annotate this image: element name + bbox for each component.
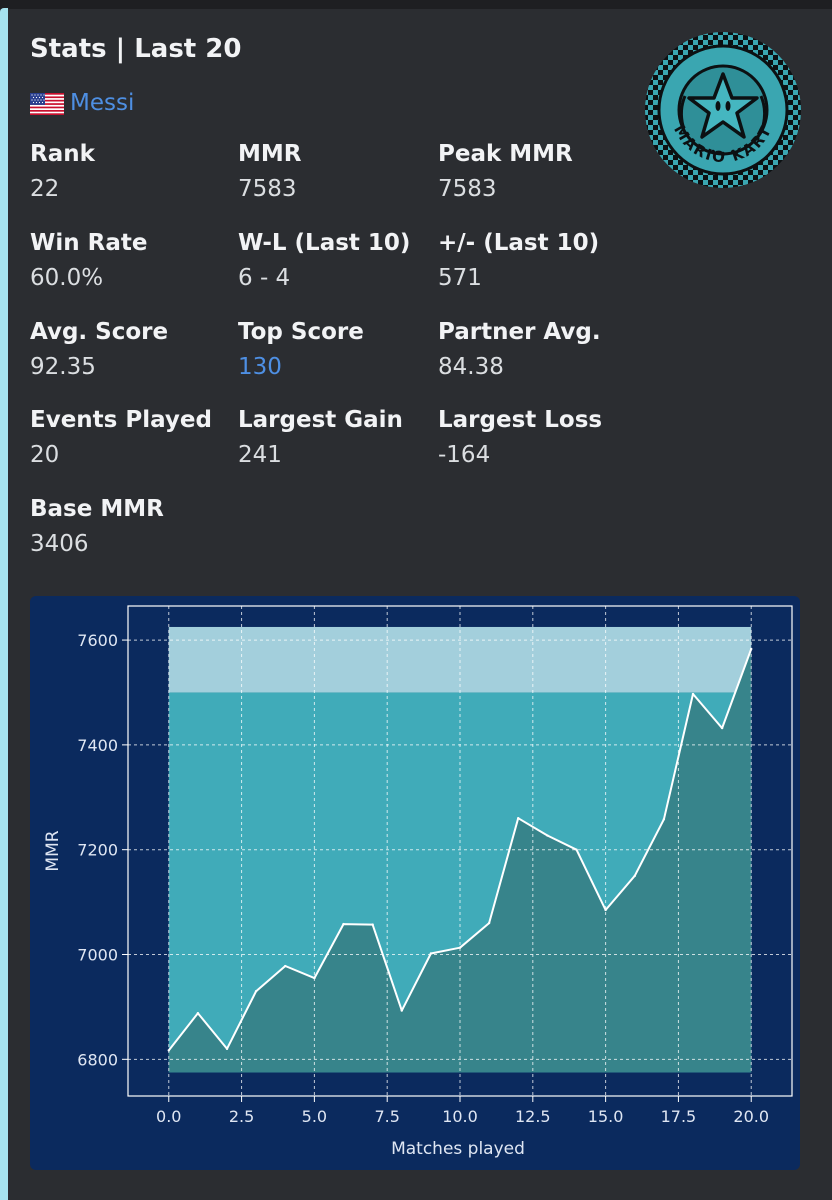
data-point-15 (604, 908, 607, 912)
x-tick-label: 10.0 (442, 1107, 478, 1126)
field-name: Largest Loss (438, 407, 603, 433)
data-point-10 (458, 946, 462, 949)
field-value: 22 (30, 176, 60, 202)
field-value: 241 (238, 442, 282, 468)
top-edge (0, 0, 832, 9)
field-name: Avg. Score (30, 319, 169, 345)
data-point-17 (662, 818, 666, 821)
field-value: 7583 (238, 176, 297, 202)
field-base-mmr: Base MMR 3406 (30, 496, 164, 557)
field-value: 84.38 (438, 354, 504, 380)
field-plus-minus-last10: +/- (Last 10) 571 (438, 230, 599, 291)
data-point-20 (750, 647, 753, 651)
y-tick-label: 6800 (77, 1050, 118, 1069)
field-peak-mmr: Peak MMR 7583 (438, 141, 573, 202)
x-tick-label: 15.0 (588, 1107, 624, 1126)
data-point-11 (487, 921, 491, 925)
field-value: 60.0% (30, 265, 104, 291)
field-value: 6 - 4 (238, 265, 291, 291)
x-tick-label: 5.0 (302, 1107, 327, 1126)
field-name: +/- (Last 10) (438, 230, 600, 256)
data-point-13 (546, 834, 549, 837)
x-tick-label: 12.5 (515, 1107, 551, 1126)
data-point-12 (517, 817, 520, 820)
y-tick-label: 7000 (77, 946, 118, 965)
field-largest-gain: Largest Gain 241 (238, 407, 403, 468)
field-largest-loss: Largest Loss -164 (438, 407, 602, 468)
mario-kart-star-emblem: MARIO KART (645, 32, 801, 188)
field-avg-score: Avg. Score 92.35 (30, 319, 168, 380)
field-value: 92.35 (30, 354, 96, 380)
data-point-3 (254, 989, 258, 993)
field-wl-last10: W-L (Last 10) 6 - 4 (238, 230, 410, 291)
y-axis-label: MMR (43, 830, 63, 871)
field-name: Events Played (30, 407, 212, 433)
data-point-18 (691, 692, 695, 696)
field-mmr: MMR 7583 (238, 141, 302, 202)
top-score-link[interactable]: 130 (238, 354, 282, 380)
data-point-6 (342, 922, 345, 926)
x-axis-label: Matches played (391, 1139, 525, 1159)
data-point-0 (167, 1049, 170, 1052)
us-flag-icon (30, 93, 64, 115)
data-point-1 (196, 1011, 200, 1015)
field-events-played: Events Played 20 (30, 407, 212, 468)
x-tick-label: 0.0 (156, 1107, 181, 1126)
field-name: Win Rate (30, 230, 148, 256)
data-point-9 (429, 952, 433, 955)
mmr-chart-image[interactable]: 0.0 2.5 5.0 7.5 10.0 12.5 15.0 17.5 20.0 6800 7000… (30, 596, 800, 1170)
x-tick-label: 2.5 (229, 1107, 254, 1126)
y-tick-label: 7600 (77, 631, 118, 650)
x-tick-label: 7.5 (374, 1107, 399, 1126)
data-point-14 (575, 848, 578, 851)
embed-accent-bar (0, 8, 8, 1200)
field-value: 3406 (30, 531, 89, 557)
field-name: Partner Avg. (438, 319, 601, 345)
data-point-7 (371, 923, 374, 926)
data-point-2 (225, 1047, 229, 1051)
field-name: MMR (238, 141, 302, 167)
field-name: Peak MMR (438, 141, 573, 167)
field-value: -164 (438, 442, 491, 468)
mmr-chart: 0.0 2.5 5.0 7.5 10.0 12.5 15.0 17.5 20.0 6800 7000… (43, 605, 793, 1159)
data-point-8 (400, 1009, 403, 1012)
field-name: Base MMR (30, 496, 164, 522)
field-name: Top Score (238, 319, 364, 345)
field-value: 20 (30, 442, 60, 468)
field-name: Largest Gain (238, 407, 403, 433)
field-value: 7583 (438, 176, 497, 202)
y-tick-label: 7200 (77, 841, 118, 860)
field-value: 571 (438, 265, 482, 291)
x-tick-label: 20.0 (733, 1107, 769, 1126)
data-point-4 (284, 964, 287, 968)
field-top-score: Top Score 130 (238, 319, 364, 380)
field-rank: Rank 22 (30, 141, 95, 202)
field-win-rate: Win Rate 60.0% (30, 230, 147, 291)
data-point-5 (313, 976, 316, 980)
field-partner-avg: Partner Avg. 84.38 (438, 319, 601, 380)
y-tick-label: 7400 (77, 736, 118, 755)
data-point-16 (633, 874, 636, 878)
field-name: W-L (Last 10) (238, 230, 411, 256)
player-name-link[interactable]: Messi (70, 90, 135, 116)
data-point-19 (720, 726, 724, 730)
embed-title: Stats | Last 20 (30, 34, 242, 64)
field-name: Rank (30, 141, 95, 167)
x-tick-label: 17.5 (661, 1107, 697, 1126)
